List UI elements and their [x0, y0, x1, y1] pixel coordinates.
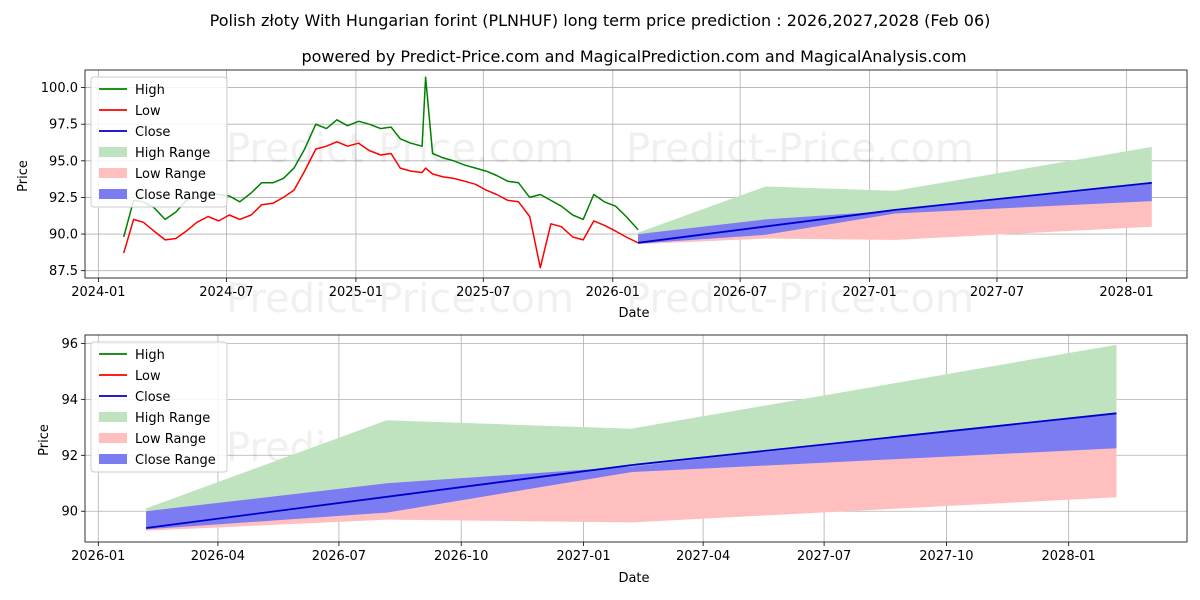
top-series	[122, 76, 1152, 269]
close-range-band	[638, 182, 1152, 244]
x-tick-label: 2024-01	[71, 285, 125, 300]
x-tick-label: 2028-01	[1099, 285, 1153, 300]
x-tick-label: 2026-01	[586, 285, 640, 300]
chart-title: Polish złoty With Hungarian forint (PLNH…	[210, 11, 991, 30]
legend-label-close-range: Close Range	[135, 188, 216, 203]
low-price-line	[122, 141, 639, 269]
x-tick-label: 2027-01	[842, 285, 896, 300]
legend-label-high: High	[135, 348, 165, 363]
legend-swatch-high-range	[99, 412, 127, 422]
y-tick-label: 94	[61, 393, 78, 408]
y-tick-label: 96	[61, 337, 78, 352]
x-tick-label: 2025-07	[456, 285, 510, 300]
bottom-legend: High Low Close High Range Low Range Close Ran…	[90, 341, 228, 473]
top-axes-frame	[84, 69, 1188, 279]
top-gridlines	[85, 70, 1187, 278]
x-tick-label: 2026-01	[71, 549, 125, 564]
x-tick-label: 2026-10	[434, 549, 488, 564]
legend-label-high-range: High Range	[135, 411, 210, 426]
x-tick-label: 2026-07	[713, 285, 767, 300]
top-axes: Predict-Price.com Predict-Price.com Pred…	[16, 69, 1188, 322]
close-forecast-line	[145, 412, 1117, 529]
watermark-text: Predict-Price.com	[626, 276, 974, 322]
bottom-x-axis-label: Date	[618, 571, 649, 586]
x-tick-label: 2028-01	[1042, 549, 1096, 564]
legend-swatch-high-range	[99, 147, 127, 157]
legend-label-low-range: Low Range	[135, 432, 206, 447]
legend-swatch-low-range	[99, 433, 127, 443]
bottom-series	[145, 412, 1117, 529]
close-range-band	[146, 413, 1117, 530]
x-tick-label: 2027-04	[676, 549, 730, 564]
x-tick-label: 2025-01	[329, 285, 383, 300]
y-tick-label: 90.0	[49, 228, 78, 243]
x-tick-label: 2027-01	[556, 549, 610, 564]
bottom-forecast-bands	[146, 344, 1117, 531]
top-x-axis-label: Date	[618, 306, 649, 321]
y-tick-label: 92.5	[49, 191, 78, 206]
x-tick-label: 2027-07	[970, 285, 1024, 300]
close-forecast-line	[637, 181, 1152, 244]
x-tick-label: 2024-07	[199, 285, 253, 300]
x-tick-label: 2026-04	[191, 549, 245, 564]
y-tick-label: 97.5	[49, 118, 78, 133]
legend-label-close-range: Close Range	[135, 453, 216, 468]
y-tick-label: 92	[61, 449, 78, 464]
watermark-text: Predict-Price.com	[226, 126, 574, 172]
legend-label-high-range: High Range	[135, 146, 210, 161]
top-x-ticks: 2024-01 2024-07 2025-01 2025-07 2026-01 2026-…	[71, 278, 1154, 300]
x-tick-label: 2027-07	[797, 549, 851, 564]
y-tick-label: 95.0	[49, 154, 78, 169]
legend-label-low: Low	[135, 104, 161, 119]
legend-swatch-close-range	[99, 454, 127, 464]
top-forecast-bands	[638, 146, 1152, 245]
y-tick-label: 100.0	[41, 81, 78, 96]
chart-subtitle: powered by Predict-Price.com and Magical…	[301, 47, 966, 66]
x-tick-label: 2027-10	[919, 549, 973, 564]
legend-label-low-range: Low Range	[135, 167, 206, 182]
top-watermarks: Predict-Price.com Predict-Price.com Pred…	[226, 126, 974, 322]
bottom-y-ticks: 90 92 94 96	[61, 337, 85, 520]
legend-label-high: High	[135, 83, 165, 98]
y-tick-label: 87.5	[49, 264, 78, 279]
y-tick-label: 90	[61, 505, 78, 520]
bottom-axes-frame	[84, 334, 1188, 543]
legend-label-low: Low	[135, 369, 161, 384]
bottom-x-ticks: 2026-01 2026-04 2026-07 2026-10 2027-01 2027-…	[71, 542, 1096, 564]
top-legend: High Low Close High Range Low Range Close Ran…	[90, 76, 228, 208]
watermark-text: Predict-Price.com	[226, 276, 574, 322]
bottom-axes: Predict-Price.com Predict-Price.com 2026…	[37, 334, 1188, 586]
legend-label-close: Close	[135, 390, 170, 405]
watermark-text: Predict-Price.com	[626, 126, 974, 172]
top-y-ticks: 87.5 90.0 92.5 95.0 97.5 100.0	[41, 81, 85, 279]
legend-swatch-close-range	[99, 189, 127, 199]
x-tick-label: 2026-07	[312, 549, 366, 564]
top-y-axis-label: Price	[16, 160, 31, 192]
legend-label-close: Close	[135, 125, 170, 140]
legend-swatch-low-range	[99, 168, 127, 178]
bottom-y-axis-label: Price	[37, 424, 52, 456]
